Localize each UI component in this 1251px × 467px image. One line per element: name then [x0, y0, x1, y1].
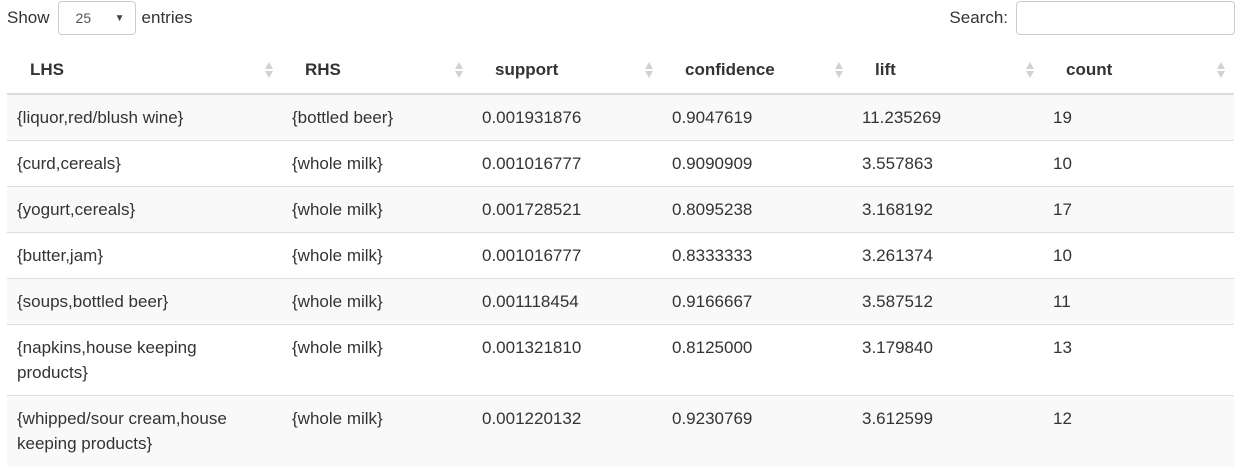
cell-lift: 3.168192 — [852, 186, 1043, 233]
table-row[interactable]: {napkins,house keeping products} {whole … — [7, 324, 1234, 396]
cell-lift: 3.612599 — [852, 395, 1043, 467]
cell-confidence: 0.8095238 — [662, 186, 852, 233]
cell-count: 11 — [1043, 278, 1234, 325]
column-header-confidence[interactable]: confidence — [662, 47, 852, 95]
sort-icon — [1026, 61, 1034, 79]
cell-count: 13 — [1043, 324, 1234, 396]
table-row[interactable]: {yogurt,cereals} {whole milk} 0.00172852… — [7, 186, 1234, 233]
column-header-lift[interactable]: lift — [852, 47, 1043, 95]
cell-confidence: 0.8125000 — [662, 324, 852, 396]
cell-rhs: {whole milk} — [282, 186, 472, 233]
cell-rhs: {whole milk} — [282, 278, 472, 325]
cell-lhs: {liquor,red/blush wine} — [7, 93, 282, 141]
cell-lift: 3.261374 — [852, 232, 1043, 279]
column-header-label: LHS — [30, 60, 64, 79]
sort-icon — [265, 61, 273, 79]
page-length-select[interactable]: 25 ▼ — [57, 1, 136, 35]
table-row[interactable]: {liquor,red/blush wine} {bottled beer} 0… — [7, 93, 1234, 141]
cell-support: 0.001016777 — [472, 140, 662, 187]
table-controls: Show 25 ▼ entries Search: — [0, 0, 1251, 36]
search-input[interactable] — [1016, 1, 1235, 35]
cell-count: 10 — [1043, 232, 1234, 279]
column-header-label: lift — [875, 60, 896, 79]
column-header-label: confidence — [685, 60, 775, 79]
chevron-down-icon: ▼ — [114, 13, 125, 24]
cell-confidence: 0.9230769 — [662, 395, 852, 467]
cell-support: 0.001016777 — [472, 232, 662, 279]
cell-lhs: {butter,jam} — [7, 232, 282, 279]
cell-support: 0.001321810 — [472, 324, 662, 396]
cell-support: 0.001118454 — [472, 278, 662, 325]
cell-rhs: {whole milk} — [282, 232, 472, 279]
cell-lift: 11.235269 — [852, 93, 1043, 141]
cell-count: 19 — [1043, 93, 1234, 141]
search-label: Search: — [949, 8, 1008, 27]
table-row[interactable]: {curd,cereals} {whole milk} 0.001016777 … — [7, 140, 1234, 187]
sort-icon — [645, 61, 653, 79]
cell-count: 17 — [1043, 186, 1234, 233]
search-control: Search: — [949, 0, 1235, 36]
cell-lift: 3.557863 — [852, 140, 1043, 187]
page-length-value: 25 — [75, 10, 92, 26]
cell-lift: 3.179840 — [852, 324, 1043, 396]
show-label: Show — [7, 8, 50, 27]
cell-support: 0.001220132 — [472, 395, 662, 467]
column-header-lhs[interactable]: LHS — [7, 47, 282, 95]
cell-lhs: {curd,cereals} — [7, 140, 282, 187]
cell-lhs: {soups,bottled beer} — [7, 278, 282, 325]
table-row[interactable]: {butter,jam} {whole milk} 0.001016777 0.… — [7, 232, 1234, 279]
cell-rhs: {whole milk} — [282, 395, 472, 467]
column-header-support[interactable]: support — [472, 47, 662, 95]
cell-rhs: {whole milk} — [282, 324, 472, 396]
cell-count: 10 — [1043, 140, 1234, 187]
cell-confidence: 0.9047619 — [662, 93, 852, 141]
cell-support: 0.001931876 — [472, 93, 662, 141]
sort-icon — [1217, 61, 1225, 79]
column-header-label: RHS — [305, 60, 341, 79]
cell-lhs: {yogurt,cereals} — [7, 186, 282, 233]
cell-confidence: 0.8333333 — [662, 232, 852, 279]
table-row[interactable]: {whipped/sour cream,house keeping produc… — [7, 395, 1234, 467]
cell-lhs: {whipped/sour cream,house keeping produc… — [7, 395, 282, 467]
sort-icon — [455, 61, 463, 79]
sort-icon — [835, 61, 843, 79]
table-row[interactable]: {soups,bottled beer} {whole milk} 0.0011… — [7, 278, 1234, 325]
rules-table: LHS RHS support confidence lift count {l… — [7, 47, 1234, 467]
cell-count: 12 — [1043, 395, 1234, 467]
column-header-label: count — [1066, 60, 1113, 79]
cell-rhs: {whole milk} — [282, 140, 472, 187]
table-header-row: LHS RHS support confidence lift count — [7, 47, 1234, 95]
cell-lhs: {napkins,house keeping products} — [7, 324, 282, 396]
cell-support: 0.001728521 — [472, 186, 662, 233]
cell-confidence: 0.9090909 — [662, 140, 852, 187]
entries-label: entries — [141, 8, 193, 27]
column-header-count[interactable]: count — [1043, 47, 1234, 95]
column-header-label: support — [495, 60, 559, 79]
cell-lift: 3.587512 — [852, 278, 1043, 325]
column-header-rhs[interactable]: RHS — [282, 47, 472, 95]
cell-rhs: {bottled beer} — [282, 93, 472, 141]
cell-confidence: 0.9166667 — [662, 278, 852, 325]
page-length-control: Show 25 ▼ entries — [7, 0, 193, 36]
